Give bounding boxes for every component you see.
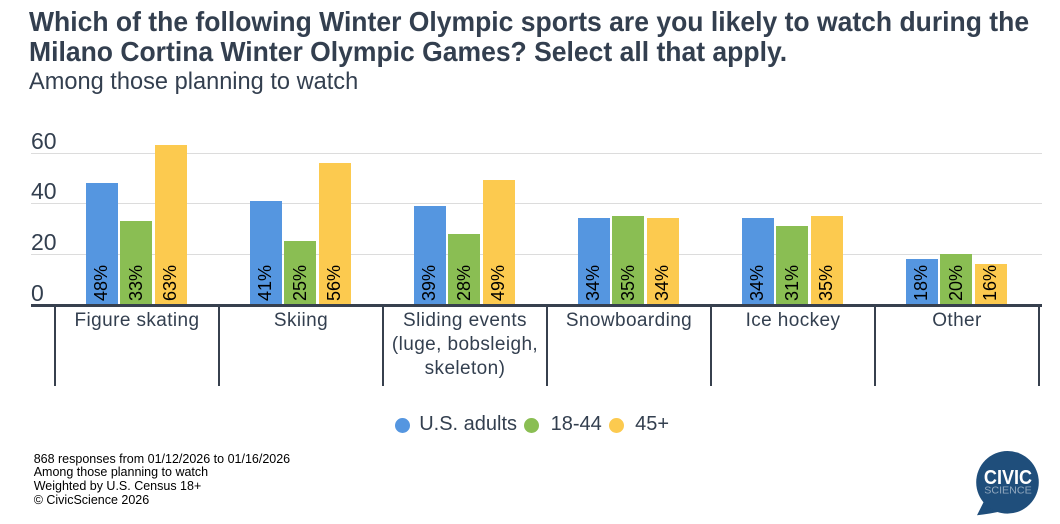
- svg-text:CIVIC: CIVIC: [984, 467, 1032, 489]
- svg-text:SCIENCE: SCIENCE: [984, 485, 1032, 497]
